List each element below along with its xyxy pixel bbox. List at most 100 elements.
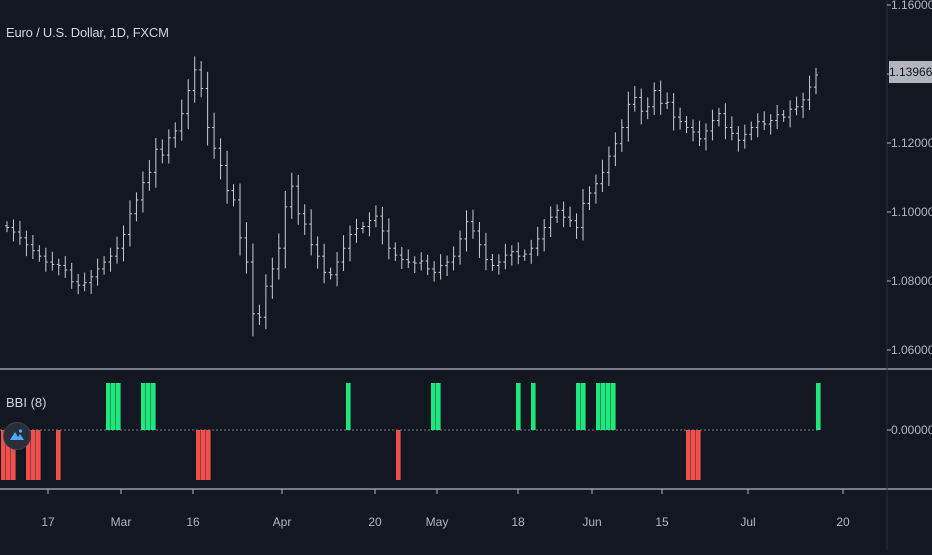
bbi-bar-negative: [696, 430, 701, 480]
ohlc-bar: [788, 100, 793, 128]
ohlc-bar: [548, 206, 553, 238]
bbi-bar-positive: [346, 383, 351, 430]
ohlc-bar: [794, 96, 799, 116]
ohlc-bar: [399, 247, 404, 270]
ohlc-bar: [89, 269, 94, 294]
ohlc-bar: [24, 230, 29, 257]
ohlc-bar: [380, 206, 385, 245]
ohlc-bar: [50, 251, 55, 271]
ohlc-bar: [82, 272, 87, 292]
ohlc-bar: [412, 256, 417, 273]
bbi-bar-negative: [11, 430, 16, 480]
ohlc-bar: [775, 104, 780, 129]
ohlc-bar: [393, 242, 398, 261]
bbi-bar-positive: [116, 383, 121, 430]
ohlc-bar: [5, 221, 9, 233]
ohlc-bar: [606, 146, 611, 187]
ohlc-bar: [807, 75, 812, 110]
ohlc-bar: [652, 82, 657, 115]
ohlc-bar: [445, 255, 450, 276]
ohlc-bar: [768, 114, 773, 135]
price-series: [5, 56, 818, 337]
bbi-bar-positive: [581, 383, 586, 430]
ohlc-bar: [555, 204, 560, 224]
ohlc-bar: [108, 247, 113, 272]
ohlc-bar: [703, 123, 708, 151]
ohlc-bar: [451, 246, 456, 271]
ohlc-bar: [645, 97, 650, 120]
symbol-title[interactable]: Euro / U.S. Dollar, 1D, FXCM: [6, 25, 169, 40]
ohlc-bar: [632, 86, 637, 112]
ohlc-bar: [438, 254, 443, 280]
time-axis-label: 20: [836, 515, 850, 529]
time-axis-label: Jul: [740, 515, 755, 529]
ohlc-bar: [801, 92, 806, 119]
ohlc-bar: [237, 183, 242, 256]
time-axis-label: Mar: [111, 515, 132, 529]
ohlc-bar: [755, 113, 760, 138]
ohlc-bar: [360, 221, 365, 234]
ohlc-bar: [729, 116, 734, 141]
ohlc-bar: [742, 124, 747, 149]
time-axis-label: 16: [186, 515, 200, 529]
ohlc-bar: [490, 254, 495, 272]
ohlc-bar: [11, 219, 16, 242]
ohlc-bar: [542, 219, 547, 252]
time-axis-label: 15: [655, 515, 669, 529]
ohlc-bar: [587, 186, 592, 211]
bbi-bar-positive: [596, 383, 601, 430]
bbi-bar-negative: [196, 430, 201, 480]
ohlc-bar: [250, 243, 255, 337]
ohlc-bar: [716, 107, 721, 127]
ohlc-bar: [199, 61, 204, 98]
ohlc-bar: [477, 222, 482, 258]
ohlc-bar: [212, 112, 217, 159]
tradingview-logo-icon[interactable]: [3, 422, 31, 450]
ohlc-bar: [406, 249, 411, 269]
ohlc-bar: [102, 256, 107, 275]
bbi-bar-positive: [601, 383, 606, 430]
bbi-bar-negative: [6, 430, 11, 480]
ohlc-bar: [270, 257, 275, 299]
price-axis-label: 1.08000: [891, 274, 932, 288]
bbi-bar-negative: [201, 430, 206, 480]
bbi-bar-positive: [516, 383, 521, 430]
ohlc-bar: [600, 159, 605, 193]
indicator-pane[interactable]: [0, 383, 821, 480]
ohlc-bar: [69, 262, 74, 289]
ohlc-bar: [386, 218, 391, 260]
ohlc-bar: [354, 218, 359, 243]
ohlc-bar: [134, 192, 139, 222]
ohlc-bar: [671, 93, 676, 131]
ohlc-bar: [328, 267, 333, 280]
ohlc-bar: [205, 71, 210, 146]
ohlc-bar: [302, 204, 307, 235]
indicator-title[interactable]: BBI (8): [6, 395, 47, 410]
ohlc-bar: [127, 200, 132, 247]
ohlc-bar: [509, 245, 514, 266]
ohlc-bar: [309, 209, 314, 256]
ohlc-bar: [762, 111, 767, 131]
ohlc-bar: [470, 209, 475, 239]
ohlc-bar: [697, 120, 702, 147]
ohlc-bar: [341, 235, 346, 271]
ohlc-bar: [348, 225, 353, 262]
ohlc-bar: [432, 261, 437, 282]
ohlc-bar: [516, 242, 521, 265]
ohlc-bar: [192, 56, 197, 103]
bbi-bar-positive: [576, 383, 581, 430]
price-axis-label: 1.06000: [891, 343, 932, 357]
ohlc-bar: [581, 189, 586, 241]
ohlc-bar: [684, 116, 689, 134]
ohlc-bar: [613, 132, 618, 167]
ohlc-bar: [43, 247, 48, 272]
ohlc-bar: [658, 80, 663, 115]
ohlc-bar: [496, 254, 501, 275]
ohlc-bar: [522, 249, 527, 261]
ohlc-bar: [37, 245, 42, 262]
ohlc-bar: [140, 171, 145, 213]
ohlc-bar: [30, 235, 35, 260]
logo-glyph: [10, 429, 24, 440]
